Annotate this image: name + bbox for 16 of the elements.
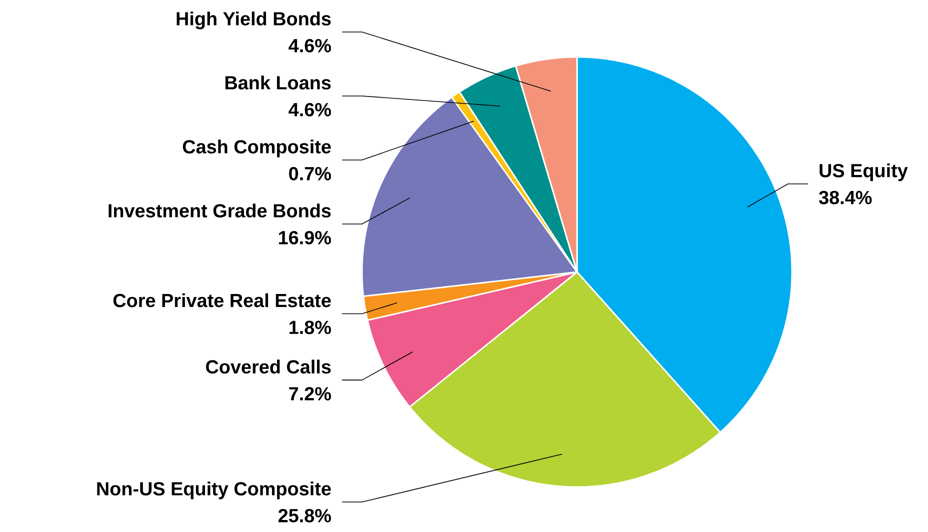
data-label: 38.4% xyxy=(818,190,872,204)
slice-label: US Equity xyxy=(820,163,908,182)
data-label: 7.2% xyxy=(289,387,331,400)
data-label: 25.8% xyxy=(278,508,331,522)
slice-label: High Yield Bonds xyxy=(176,12,331,30)
data-label: 1.8% xyxy=(290,320,331,334)
slice-label: Bank Loans xyxy=(225,76,331,90)
data-label: 4.6% xyxy=(288,102,331,116)
data-label: 0.7% xyxy=(289,166,331,180)
slice-label: Non-US Equity Composite xyxy=(97,482,331,500)
slice-label: Cash Composite xyxy=(182,140,331,158)
slice-label: Covered Calls xyxy=(206,360,331,374)
data-label: 16.9% xyxy=(279,230,331,244)
data-label: 4.6% xyxy=(288,38,331,52)
slice-label: Investment Grade Bonds xyxy=(108,204,331,218)
slice-label: Core Private Real Estate xyxy=(113,293,331,308)
